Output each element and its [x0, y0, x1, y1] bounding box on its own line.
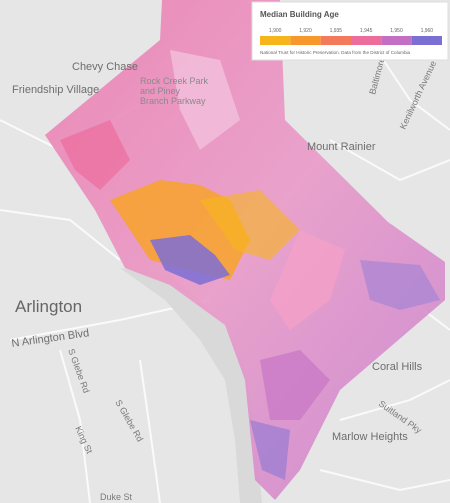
legend-swatch: [260, 36, 291, 45]
map-label-line: Rock Creek Park: [140, 76, 209, 86]
map-label: Coral Hills: [372, 361, 423, 373]
legend: Median Building Age National Trust for H…: [251, 1, 449, 61]
map-label-line: Branch Parkway: [140, 96, 206, 106]
map-label: Kenilworth Avenue: [398, 59, 439, 131]
map-label: Duke St: [100, 492, 133, 502]
legend-label: 1,920: [299, 28, 312, 34]
map-label: Arlington: [15, 297, 82, 316]
legend-label: 1,935: [330, 28, 343, 34]
legend-title: Median Building Age: [260, 10, 339, 19]
legend-label: 1,960: [421, 28, 434, 34]
legend-source: National Trust for Historic Preservation…: [260, 50, 411, 55]
legend-swatch: [290, 36, 321, 45]
legend-swatch: [411, 36, 442, 45]
map-label: S Glebe Rd: [113, 398, 145, 443]
map-label: Mount Rainier: [307, 141, 376, 153]
map-label: Marlow Heights: [332, 431, 408, 443]
legend-label: 1,945: [360, 28, 373, 34]
legend-label: 1,950: [390, 28, 403, 34]
map-label: Rock Creek Park and Piney Branch Parkway: [140, 76, 209, 106]
legend-swatch: [351, 36, 382, 45]
river: [120, 268, 262, 503]
legend-swatch: [381, 36, 412, 45]
map-label: King St: [73, 425, 95, 456]
map-label-line: and Piney: [140, 86, 181, 96]
legend-label: 1,900: [269, 28, 282, 34]
legend-box: [251, 1, 449, 61]
map-label: N Arlington Blvd: [11, 327, 90, 350]
district-cells: [45, 0, 445, 500]
map-label: Chevy Chase: [72, 61, 138, 73]
legend-swatch: [320, 36, 351, 45]
map-label: Friendship Village: [12, 84, 99, 96]
